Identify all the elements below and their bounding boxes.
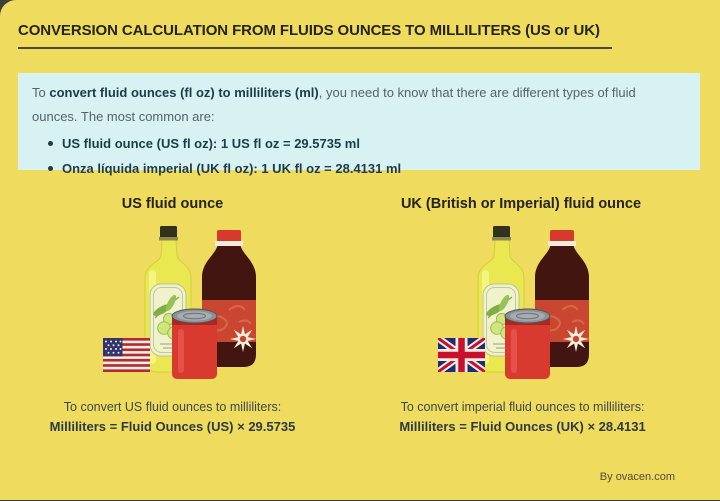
- uk-drinks-illustration: [438, 226, 590, 380]
- uk-flag-icon: [438, 338, 485, 372]
- credit: By ovacen.com: [599, 471, 675, 483]
- bullet-us-fluid-ounce: US fluid ounce (US fl oz): 1 US fl oz = …: [48, 131, 686, 156]
- uk-instruction: To convert imperial fluid ounces to mill…: [400, 400, 645, 414]
- us-caption: To convert US fluid ounces to milliliter…: [0, 400, 345, 434]
- us-flag-icon: [103, 338, 150, 372]
- title-underline: [18, 47, 612, 49]
- intro-lead-suffix: , you need to know that there are differ…: [32, 85, 636, 124]
- uk-caption: To convert imperial fluid ounces to mill…: [345, 400, 700, 434]
- intro-bullet-list: US fluid ounce (US fl oz): 1 US fl oz = …: [32, 131, 686, 181]
- drinks-group: [477, 226, 590, 380]
- intro-lead-bold: convert fluid ounces (fl oz) to millilit…: [49, 85, 319, 100]
- page-title: CONVERSION CALCULATION FROM FLUIDS OUNCE…: [18, 22, 600, 39]
- us-formula: Milliliters = Fluid Ounces (US) × 29.573…: [49, 419, 296, 434]
- intro-box: To convert fluid ounces (fl oz) to milli…: [18, 73, 700, 176]
- bullet-uk-fluid-ounce: Onza líquida imperial (UK fl oz): 1 UK f…: [48, 156, 686, 181]
- us-instruction: To convert US fluid ounces to milliliter…: [63, 400, 282, 414]
- uk-column-heading: UK (British or Imperial) fluid ounce: [400, 196, 642, 212]
- us-column-heading: US fluid ounce: [121, 196, 224, 212]
- drinks-group: [144, 226, 257, 380]
- us-drinks-illustration: [103, 226, 257, 380]
- uk-formula: Milliliters = Fluid Ounces (UK) × 28.413…: [399, 419, 646, 434]
- intro-lead-prefix: To: [32, 85, 50, 100]
- intro-lead: To convert fluid ounces (fl oz) to milli…: [32, 81, 677, 129]
